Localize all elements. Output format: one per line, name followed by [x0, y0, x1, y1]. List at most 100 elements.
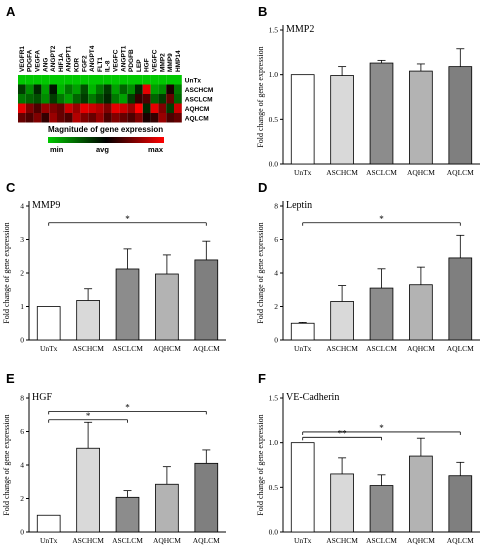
y-tick-label: 8 [274, 202, 278, 211]
heatmap-cell [57, 75, 65, 85]
x-tick-label: UnTx [294, 168, 312, 177]
heatmap-column-label: ANGPT4 [89, 45, 96, 72]
heatmap-cell [158, 84, 167, 94]
heatmap-cell [80, 94, 89, 104]
y-axis-label: Fold change of gene expression [256, 414, 265, 515]
heatmap-cell [135, 103, 143, 113]
heatmap-cell [49, 103, 57, 113]
heatmap-row-label: UnTx [185, 78, 202, 85]
bar-chart-leptin: D Leptin 0 2 4 6 8 Fold change of gene expressi… [256, 180, 480, 353]
panel-label-d: D [258, 180, 267, 195]
bar [194, 462, 219, 533]
heatmap-cell [158, 75, 167, 85]
x-tick-label: ASCLCM [366, 168, 397, 177]
y-tick-label: 2 [20, 269, 24, 278]
heatmap-row-label: ASCLCM [185, 97, 213, 104]
heatmap-cell [174, 75, 182, 85]
y-tick-label: 6 [20, 427, 24, 436]
heatmap-cell [142, 75, 151, 85]
bar [155, 273, 179, 341]
heatmap-column-label: HIF1A [58, 53, 65, 72]
bar-chart-mmp9: C MMP9 0 1 2 3 4 Fold change of gene expression… [2, 180, 226, 353]
heatmap-cell [166, 84, 174, 94]
bar [409, 284, 433, 341]
significance-marker: * [125, 214, 130, 224]
heatmap-cell [142, 103, 151, 113]
heatmap-cell [174, 103, 182, 113]
y-tick-label: 8 [20, 394, 24, 403]
bar [115, 268, 140, 341]
heatmap-cell [25, 75, 34, 85]
heatmap-cell [103, 75, 112, 85]
heatmap-cell [119, 75, 128, 85]
heatmap-cell [80, 103, 89, 113]
x-tick-label: UnTx [40, 344, 58, 353]
bar [290, 442, 315, 533]
bar [36, 306, 61, 341]
heatmap-legend-max: max [148, 145, 164, 154]
y-tick-label: 0.0 [269, 160, 279, 169]
y-tick-label: 1.5 [269, 394, 279, 403]
heatmap-cell [174, 94, 182, 104]
heatmap-cell [127, 94, 135, 104]
heatmap-cell [41, 113, 50, 123]
x-tick-label: ASCLCM [112, 344, 143, 353]
heatmap-cell [18, 94, 26, 104]
heatmap-cell [18, 75, 26, 85]
y-tick-label: 1.0 [269, 438, 279, 447]
heatmap-cell [103, 84, 112, 94]
heatmap-cell [111, 84, 120, 94]
y-tick-label: 4 [20, 461, 24, 470]
heatmap-cell [127, 103, 135, 113]
bar [369, 287, 394, 341]
x-tick-label: AQHCM [153, 344, 181, 353]
heatmap-cell [111, 94, 120, 104]
heatmap-column-label: HMP14 [175, 50, 182, 72]
heatmap-cell [158, 103, 167, 113]
heatmap-column-label: KDR [74, 58, 81, 72]
y-tick-label: 2 [274, 302, 278, 311]
bar [369, 485, 394, 533]
heatmap-cell [80, 75, 89, 85]
heatmap-cell [150, 103, 159, 113]
bar [409, 70, 433, 165]
heatmap-cell [96, 84, 104, 94]
x-tick-label: ASCHCM [326, 168, 358, 177]
heatmap-column-label: MMP9 [167, 53, 174, 72]
heatmap-cell [64, 75, 73, 85]
heatmap-column-label: ANGPT2 [50, 45, 57, 72]
heatmap-legend-title: Magnitude of gene expression [48, 125, 163, 134]
chart-title: HGF [32, 392, 52, 403]
heatmap-cell [127, 113, 135, 123]
y-tick-label: 4 [20, 202, 24, 211]
chart-title: Leptin [286, 200, 312, 211]
y-tick-label: 2 [20, 494, 24, 503]
x-tick-label: AQLCM [447, 344, 474, 353]
panel-label-e: E [6, 371, 15, 386]
heatmap-column-label: VEGFC [152, 49, 159, 72]
bar [115, 496, 140, 533]
heatmap-cell [150, 113, 159, 123]
heatmap-cell [72, 113, 81, 123]
heatmap-cell [127, 75, 135, 85]
y-axis-label: Fold change of gene expression [2, 414, 11, 515]
heatmap-cell [96, 103, 104, 113]
x-tick-label: AQLCM [193, 344, 220, 353]
y-tick-label: 0.0 [269, 528, 279, 537]
significance-marker: * [86, 411, 91, 421]
heatmap-column-label: VEGFR1 [19, 46, 26, 72]
y-tick-label: 6 [274, 235, 278, 244]
x-tick-label: UnTx [294, 536, 312, 545]
heatmap-cell [166, 94, 174, 104]
x-tick-label: UnTx [294, 344, 312, 353]
heatmap-cell [166, 75, 174, 85]
y-tick-label: 1.0 [269, 70, 279, 79]
x-tick-label: ASCHCM [326, 344, 358, 353]
heatmap-cell [88, 94, 96, 104]
heatmap-cell [64, 103, 73, 113]
heatmap-cell [135, 94, 143, 104]
bar [76, 300, 100, 341]
heatmap-column-label: MMP2 [159, 53, 166, 72]
heatmap-cell [158, 113, 167, 123]
